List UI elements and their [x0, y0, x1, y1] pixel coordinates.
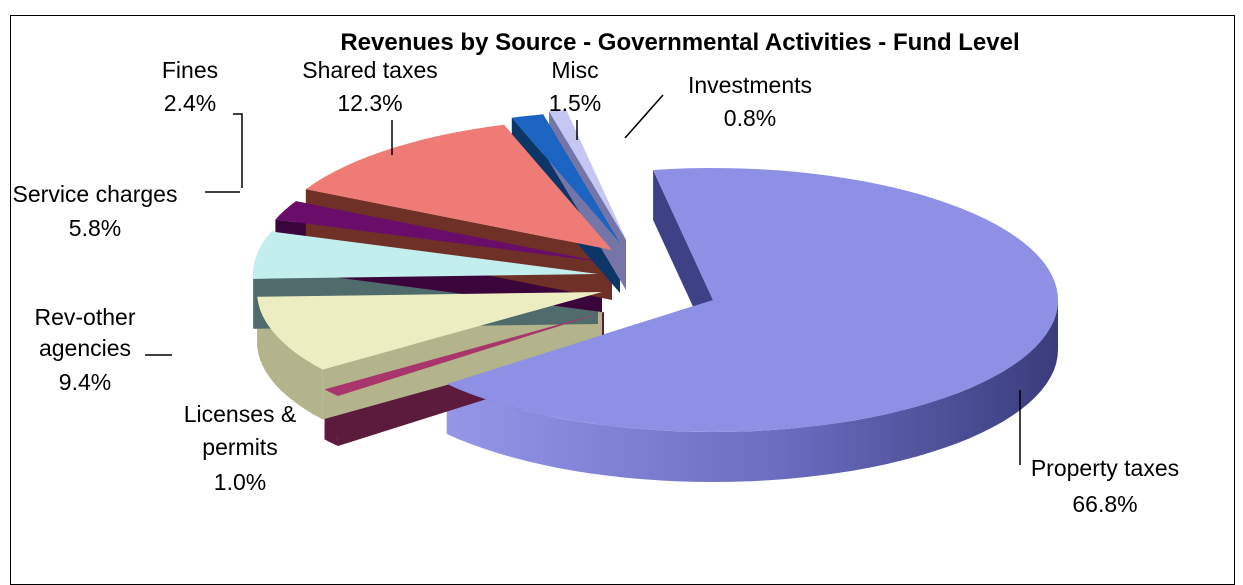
slice-name-shared-taxes-0: Shared taxes	[302, 57, 438, 83]
slice-name-fines-0: Fines	[162, 57, 218, 83]
chart-title: Revenues by Source - Governmental Activi…	[340, 29, 1019, 56]
slice-percent-shared-taxes: 12.3%	[337, 90, 402, 116]
slice-name-licenses-permits-1: permits	[202, 434, 277, 460]
slice-name-investments-0: Investments	[688, 72, 812, 98]
slice-name-misc-0: Misc	[551, 57, 598, 83]
slice-percent-fines: 2.4%	[164, 90, 216, 116]
slice-percent-misc: 1.5%	[549, 90, 601, 116]
leader-line-fines	[233, 114, 242, 188]
slice-name-property-taxes-0: Property taxes	[1031, 455, 1179, 481]
slice-name-licenses-permits-0: Licenses &	[184, 401, 297, 427]
slice-percent-investments: 0.8%	[724, 105, 776, 131]
slice-percent-property-taxes: 66.8%	[1072, 491, 1137, 517]
leader-line-investments	[625, 95, 663, 138]
slice-percent-service-charges: 5.8%	[69, 215, 121, 241]
slice-name-rev-other-agencies-1: agencies	[39, 335, 131, 361]
slice-name-service-charges-0: Service charges	[13, 181, 178, 207]
slice-percent-licenses-permits: 1.0%	[214, 469, 266, 495]
slice-percent-rev-other-agencies: 9.4%	[59, 369, 111, 395]
slice-name-rev-other-agencies-0: Rev-other	[35, 304, 136, 330]
